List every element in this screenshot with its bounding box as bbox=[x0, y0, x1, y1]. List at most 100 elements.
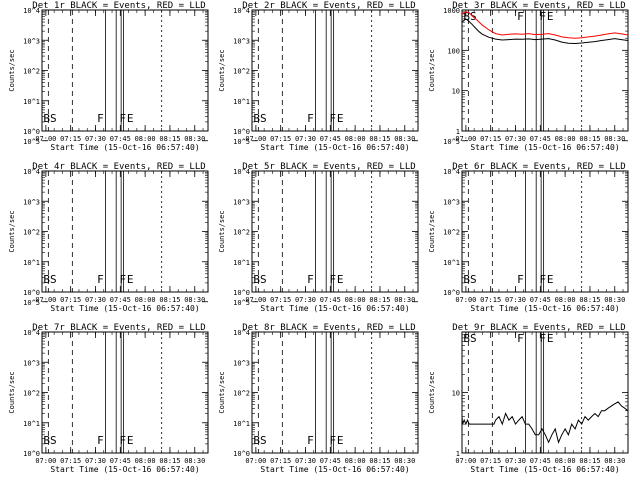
event-annotation: BS bbox=[43, 112, 56, 125]
x-tick-label: 08:30 bbox=[604, 296, 625, 304]
x-tick-label: 07:30 bbox=[295, 296, 316, 304]
x-axis-label: Start Time (15-Oct-16 06:57:40) bbox=[260, 143, 409, 152]
y-tick-label: 1 bbox=[456, 128, 460, 136]
y-tick-label: 10^4 bbox=[233, 7, 250, 15]
detector-panel-7: Det 7r BLACK = Events, RED = LLD 10^0 10^1… bbox=[8, 299, 209, 474]
plot-frame bbox=[461, 9, 629, 132]
event-annotation: F bbox=[539, 10, 546, 23]
event-annotation: F bbox=[329, 273, 336, 286]
event-annotation: F bbox=[307, 273, 314, 286]
y-tick-label: 10^1 bbox=[23, 98, 40, 106]
x-tick-label: 07:00 bbox=[35, 457, 56, 465]
y-axis-label: Counts/sec bbox=[8, 371, 16, 413]
event-annotation: F bbox=[329, 434, 336, 447]
y-tick-label: 10^2 bbox=[23, 390, 40, 398]
x-tick-label: 07:45 bbox=[530, 457, 551, 465]
y-tick-label: 10^2 bbox=[443, 229, 460, 237]
x-tick-label: 07:30 bbox=[85, 135, 106, 143]
x-tick-label: 07:00 bbox=[455, 135, 476, 143]
event-annotation: E bbox=[337, 434, 344, 447]
x-tick-label: 07:30 bbox=[505, 296, 526, 304]
y-tick-label: 10 bbox=[452, 390, 460, 398]
x-tick-label: 08:30 bbox=[184, 135, 205, 143]
x-tick-label: 08:15 bbox=[159, 296, 180, 304]
detector-panel-1: Det 1r BLACK = Events, RED = LLD 10^0 10^1… bbox=[8, 1, 209, 152]
y-tick-label: 10^5 bbox=[443, 138, 460, 146]
event-annotation: F bbox=[517, 273, 524, 286]
y-tick-label: 10^4 bbox=[23, 329, 40, 337]
x-axis-label: Start Time (15-Oct-16 06:57:40) bbox=[50, 143, 199, 152]
x-tick-label: 07:45 bbox=[110, 296, 131, 304]
y-tick-label: 10^1 bbox=[233, 98, 250, 106]
y-tick-label: 10^3 bbox=[23, 198, 40, 206]
y-axis-label: Counts/sec bbox=[428, 210, 436, 252]
x-tick-label: 08:00 bbox=[345, 296, 366, 304]
x-axis-label: Start Time (15-Oct-16 06:57:40) bbox=[470, 465, 619, 474]
detector-panel-6: Det 6r BLACK = Events, RED = LLD 10^0 10^1… bbox=[428, 138, 629, 313]
x-tick-label: 07:45 bbox=[320, 135, 341, 143]
y-tick-label: 10^2 bbox=[233, 229, 250, 237]
x-tick-label: 07:45 bbox=[320, 296, 341, 304]
x-tick-label: 07:15 bbox=[270, 457, 291, 465]
event-annotation: E bbox=[547, 332, 554, 345]
x-tick-label: 07:15 bbox=[270, 135, 291, 143]
panel-title: Det 9r BLACK = Events, RED = LLD bbox=[452, 323, 625, 333]
y-tick-label: 10^5 bbox=[23, 299, 40, 307]
event-annotation: BS bbox=[43, 434, 56, 447]
series-line-1 bbox=[462, 401, 628, 444]
y-tick-label: 10^3 bbox=[233, 359, 250, 367]
x-tick-label: 07:00 bbox=[455, 296, 476, 304]
x-tick-label: 07:45 bbox=[110, 135, 131, 143]
y-axis-label: Counts/sec bbox=[428, 49, 436, 91]
x-axis-label: Start Time (15-Oct-16 06:57:40) bbox=[470, 143, 619, 152]
event-annotation: F bbox=[97, 434, 104, 447]
event-annotation: F bbox=[97, 273, 104, 286]
x-tick-label: 08:00 bbox=[135, 457, 156, 465]
detector-panel-9: Det 9r BLACK = Events, RED = LLD 1 10 Count… bbox=[428, 323, 629, 474]
detector-panel-3: Det 3r BLACK = Events, RED = LLD 1 10 100 10… bbox=[428, 1, 629, 152]
x-tick-label: 08:15 bbox=[159, 457, 180, 465]
y-tick-label: 10^0 bbox=[23, 450, 40, 458]
event-annotation: F bbox=[119, 434, 126, 447]
panel-title: Det 6r BLACK = Events, RED = LLD bbox=[452, 162, 625, 172]
series-line-2 bbox=[462, 18, 628, 45]
event-annotation: F bbox=[329, 112, 336, 125]
event-annotation: BS bbox=[253, 112, 266, 125]
x-tick-label: 07:00 bbox=[245, 296, 266, 304]
x-tick-label: 08:30 bbox=[604, 457, 625, 465]
y-tick-label: 10^4 bbox=[23, 168, 40, 176]
event-annotation: F bbox=[539, 332, 546, 345]
panel-title: Det 5r BLACK = Events, RED = LLD bbox=[242, 162, 415, 172]
event-annotation: F bbox=[119, 273, 126, 286]
y-axis-label: Counts/sec bbox=[218, 49, 226, 91]
y-tick-label: 10^5 bbox=[233, 138, 250, 146]
event-annotation: F bbox=[539, 273, 546, 286]
y-tick-label: 10^3 bbox=[23, 359, 40, 367]
y-axis-label: Counts/sec bbox=[428, 371, 436, 413]
y-tick-label: 10^0 bbox=[233, 128, 250, 136]
y-tick-label: 10^0 bbox=[233, 450, 250, 458]
x-tick-label: 08:00 bbox=[555, 457, 576, 465]
x-tick-label: 07:30 bbox=[295, 457, 316, 465]
y-tick-label: 10^1 bbox=[233, 259, 250, 267]
y-tick-label: 10^3 bbox=[233, 198, 250, 206]
x-tick-label: 08:30 bbox=[394, 135, 415, 143]
event-annotation: F bbox=[97, 112, 104, 125]
event-annotation: E bbox=[127, 273, 134, 286]
y-axis-label: Counts/sec bbox=[8, 49, 16, 91]
detector-panel-5: Det 5r BLACK = Events, RED = LLD 10^0 10^1… bbox=[218, 138, 419, 313]
panel-title: Det 3r BLACK = Events, RED = LLD bbox=[452, 1, 625, 11]
y-tick-label: 10^1 bbox=[23, 420, 40, 428]
y-tick-label: 10 bbox=[452, 88, 460, 96]
event-annotation: BS bbox=[463, 273, 476, 286]
y-tick-label: 10^3 bbox=[233, 37, 250, 45]
x-tick-label: 07:45 bbox=[110, 457, 131, 465]
panel-title: Det 1r BLACK = Events, RED = LLD bbox=[32, 1, 205, 11]
y-tick-label: 100 bbox=[447, 47, 460, 55]
x-axis-label: Start Time (15-Oct-16 06:57:40) bbox=[260, 304, 409, 313]
x-tick-label: 08:15 bbox=[369, 457, 390, 465]
detector-panel-4: Det 4r BLACK = Events, RED = LLD 10^0 10^1… bbox=[8, 138, 209, 313]
y-tick-label: 10^4 bbox=[23, 7, 40, 15]
event-annotation: BS bbox=[43, 273, 56, 286]
x-tick-label: 07:15 bbox=[60, 457, 81, 465]
